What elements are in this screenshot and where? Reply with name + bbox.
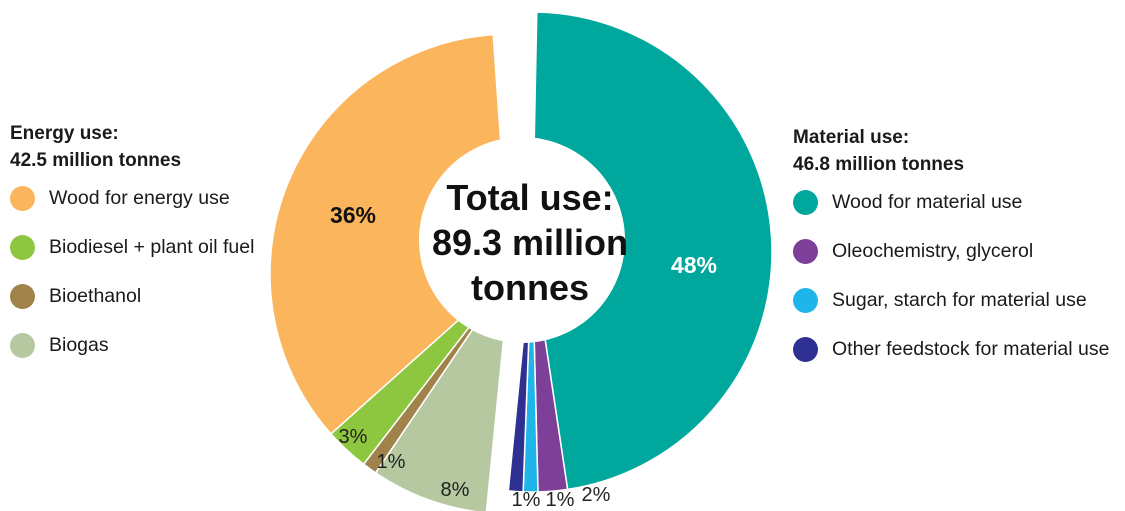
legend-swatch: [10, 186, 35, 211]
legend-item-bioethanol: Bioethanol: [10, 272, 254, 321]
legend-label: Oleochemistry, glycerol: [832, 240, 1033, 263]
legend-label: Biodiesel + plant oil fuel: [49, 236, 254, 259]
legend-swatch: [10, 333, 35, 358]
center-text-line-2: 89.3 million: [432, 222, 628, 263]
legend-material-use: Material use: 46.8 million tonnes Wood f…: [793, 124, 1109, 374]
slice-label-wood-material: 48%: [671, 252, 717, 278]
legend-material-title-line1: Material use:: [793, 124, 1109, 151]
slice-label-biogas: 8%: [441, 479, 470, 501]
slice-label-wood-energy: 36%: [330, 202, 376, 228]
slice-label-oleochemistry: 2%: [582, 484, 611, 506]
legend-swatch: [10, 235, 35, 260]
legend-energy-title: Energy use: 42.5 million tonnes: [10, 120, 254, 174]
slice-label-biodiesel: 3%: [339, 426, 368, 448]
legend-swatch: [793, 288, 818, 313]
slice-label-sugar-starch: 1%: [546, 489, 575, 511]
legend-swatch: [793, 337, 818, 362]
slice-label-other-feedstock: 1%: [512, 489, 541, 511]
center-text-line-3: tonnes: [471, 267, 589, 308]
legend-item-sugar-starch: Sugar, starch for material use: [793, 276, 1109, 325]
legend-energy-use: Energy use: 42.5 million tonnes Wood for…: [10, 120, 254, 370]
center-text-line-1: Total use:: [446, 177, 613, 218]
legend-energy-title-line1: Energy use:: [10, 120, 254, 147]
legend-item-wood-material: Wood for material use: [793, 178, 1109, 227]
slice-label-bioethanol: 1%: [377, 451, 406, 473]
legend-item-biodiesel: Biodiesel + plant oil fuel: [10, 223, 254, 272]
legend-label: Wood for energy use: [49, 187, 230, 210]
legend-material-title-line2: 46.8 million tonnes: [793, 151, 1109, 178]
legend-item-oleochemistry: Oleochemistry, glycerol: [793, 227, 1109, 276]
legend-label: Bioethanol: [49, 285, 141, 308]
legend-swatch: [793, 190, 818, 215]
legend-item-biogas: Biogas: [10, 321, 254, 370]
legend-label: Wood for material use: [832, 191, 1022, 214]
legend-material-title: Material use: 46.8 million tonnes: [793, 124, 1109, 178]
legend-label: Sugar, starch for material use: [832, 289, 1087, 312]
legend-label: Other feedstock for material use: [832, 338, 1109, 361]
legend-energy-title-line2: 42.5 million tonnes: [10, 147, 254, 174]
legend-item-other-feedstock: Other feedstock for material use: [793, 325, 1109, 374]
legend-swatch: [10, 284, 35, 309]
legend-item-wood-energy: Wood for energy use: [10, 174, 254, 223]
legend-label: Biogas: [49, 334, 109, 357]
legend-swatch: [793, 239, 818, 264]
